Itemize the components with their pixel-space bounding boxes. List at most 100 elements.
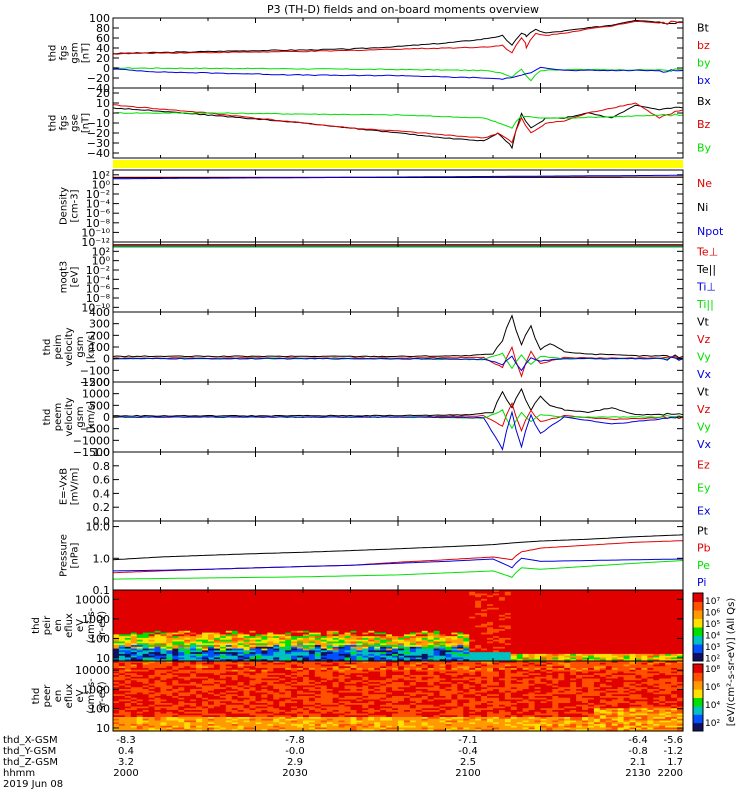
y-tick-label: −20	[87, 127, 110, 140]
x-tick-value: 0.4	[118, 746, 134, 757]
y-tick-label: 1000	[82, 613, 110, 626]
colorbar-tick: 10⁶	[705, 683, 720, 693]
legend-ex: Ex	[697, 505, 711, 518]
y-tick-label: 1500	[82, 376, 110, 389]
y-tick-label: 10⁻²	[86, 264, 110, 277]
x-tick-value: 2200	[658, 768, 683, 779]
y-axis-label: thd	[42, 409, 53, 426]
legend-vy: Vy	[697, 351, 711, 364]
y-tick-label: 10⁻¹⁰	[81, 301, 110, 314]
y-tick-label: 10	[96, 652, 110, 665]
y-tick-label: 10000	[75, 664, 110, 677]
x-tick-value: -8.3	[116, 735, 136, 746]
legend-bt: Bt	[697, 22, 710, 35]
panel-peir: 10000 1000 100 10 thd peir en eflux eV (cm²-s-sr-…	[31, 589, 684, 665]
series-line-bx	[112, 66, 684, 80]
x-tick-value: -7.1	[458, 735, 478, 746]
legend-pi: Pi	[697, 576, 706, 589]
legend-vy: Vy	[697, 421, 711, 434]
legend-ne: Ne	[697, 177, 712, 190]
y-axis-label: (cm²-s-	[86, 678, 97, 714]
y-tick-label: 10⁻⁸	[86, 292, 111, 305]
series-line-bz	[112, 20, 684, 55]
y-tick-label: 0	[103, 107, 110, 120]
series-line-bz	[112, 102, 684, 144]
series-line-npot	[112, 174, 683, 180]
y-tick-label: 0.2	[93, 501, 111, 514]
y-axis-label: gse	[70, 114, 81, 132]
legend-te⊥: Te⊥	[696, 246, 718, 259]
y-axis-label: gsm	[75, 406, 86, 427]
y-axis-label: gsm	[70, 42, 81, 63]
y-tick-label: 10⁻⁴	[86, 273, 111, 286]
y-axis-label: thd	[31, 688, 42, 705]
series-line-vx	[112, 355, 684, 372]
y-axis-label: [nT]	[81, 113, 92, 133]
y-axis-label: [nPa]	[70, 542, 81, 568]
y-axis-label: peem	[53, 403, 64, 431]
legend-by: by	[697, 57, 711, 70]
legend-ez: Ez	[697, 459, 710, 472]
y-tick-label: 10	[96, 97, 110, 110]
legend-vz: Vz	[697, 333, 711, 346]
y-axis-label: (cm²-s-	[86, 607, 97, 643]
x-tick-value: 2030	[282, 768, 307, 779]
y-tick-label: 10⁻⁴	[86, 198, 111, 211]
y-tick-label: 10⁻⁸	[86, 217, 111, 230]
series-line-vx	[113, 410, 684, 451]
series-line-vt	[112, 387, 684, 417]
y-axis-label: velocity	[64, 327, 75, 366]
y-tick-label: 0	[103, 411, 110, 424]
y-tick-label: 10⁻¹⁰	[81, 226, 110, 239]
y-tick-label: 10²	[92, 245, 110, 258]
series-line-vz	[112, 345, 684, 378]
series-line-bt	[112, 19, 684, 55]
y-tick-label: 200	[89, 329, 110, 342]
panel-peer: 10000 1000 100 10 thd peer en eflux eV (cm²-s-sr-…	[31, 660, 684, 735]
y-axis-label: moqt3	[59, 261, 70, 294]
x-tick-value: 3.2	[118, 757, 134, 768]
colorbar-tick: 10⁶	[705, 609, 720, 619]
legend-ey: Ey	[697, 482, 711, 495]
x-row-label: hhmm	[3, 768, 35, 779]
legend-bz: Bz	[697, 118, 711, 131]
y-tick-label: 0	[103, 353, 110, 366]
x-row-label: thd_Z-GSM	[3, 757, 58, 768]
y-tick-label: 0.0	[93, 515, 111, 528]
colorbar-tick: 10⁴	[705, 632, 720, 642]
y-axis-label: en	[53, 690, 64, 703]
series-line-vt	[112, 314, 684, 359]
y-tick-label: −20	[87, 72, 110, 85]
panel-pressure: 10.0 1.0 0.1 Pressure [nPa] Pt Pb Pe Pi	[59, 520, 711, 597]
x-tick-value: -5.6	[663, 735, 683, 746]
legend-ni: Ni	[697, 201, 708, 214]
x-tick-value: -0.8	[628, 746, 648, 757]
series-line-pt	[112, 534, 684, 561]
y-tick-label: −40	[87, 147, 110, 160]
colorbar-tick: 10⁵	[705, 620, 720, 630]
y-axis-label: eV	[75, 689, 86, 702]
series-line-by	[113, 67, 684, 82]
y-tick-label: 10⁻¹²	[81, 236, 110, 249]
colorbar-tick: 10⁷	[705, 597, 720, 607]
y-axis-label: fgs	[59, 115, 70, 130]
y-axis-label: thd	[48, 45, 59, 62]
y-axis-label: velocity	[64, 397, 75, 436]
y-axis-label: E=-VxB	[59, 468, 70, 505]
y-tick-label: −40	[87, 82, 110, 95]
legend-ti⊥: Ti⊥	[696, 281, 716, 294]
series-line-pe	[113, 560, 684, 580]
x-tick-value: 2000	[113, 768, 138, 779]
legend-by: By	[697, 142, 712, 155]
x-tick-value: 2.5	[460, 757, 476, 768]
x-tick-value: 2100	[455, 768, 480, 779]
legend-bx: bx	[697, 74, 711, 87]
y-tick-label: 400	[89, 306, 110, 319]
x-tick-value: -7.8	[285, 735, 305, 746]
y-tick-label: 10⁻⁶	[86, 207, 111, 220]
y-axis-label: fgs	[59, 45, 70, 60]
y-axis-label: [km/s]	[86, 401, 97, 433]
